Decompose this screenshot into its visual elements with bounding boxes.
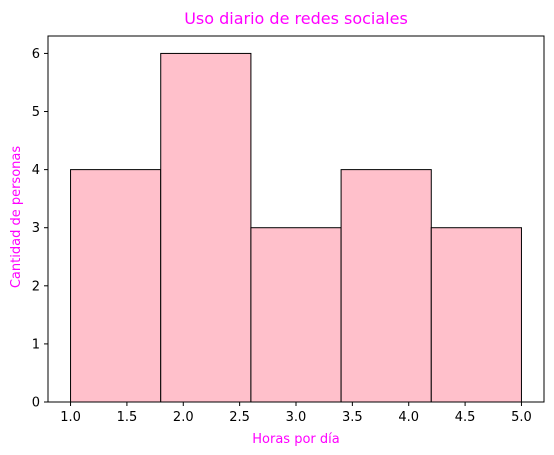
x-tick-label: 1.0: [60, 410, 81, 425]
x-tick-label: 2.0: [173, 410, 194, 425]
x-tick-label: 5.0: [511, 410, 532, 425]
histogram-bar-3: [250, 227, 342, 403]
x-axis: 1.0 1.5 2.0 2.5 3.0 3.5 4.0 4.5 5.0: [60, 402, 532, 425]
y-tick-label: 1: [32, 337, 40, 352]
bars-group: [70, 52, 522, 403]
x-tick-label: 3.5: [342, 410, 363, 425]
y-tick-label: 3: [32, 221, 40, 236]
x-axis-label: Horas por día: [252, 432, 339, 447]
y-tick-label: 2: [32, 279, 40, 294]
y-tick-label: 5: [32, 105, 40, 120]
y-axis: 0 1 2 3 4 5 6: [32, 47, 48, 411]
histogram-bar-5: [430, 227, 522, 403]
x-tick-label: 1.5: [117, 410, 138, 425]
x-tick-label: 4.5: [455, 410, 476, 425]
y-axis-label: Cantidad de personas: [9, 146, 24, 289]
histogram-bar-4: [340, 169, 432, 403]
y-tick-label: 0: [32, 396, 40, 411]
x-tick-label: 3.0: [286, 410, 307, 425]
x-tick-label: 4.0: [398, 410, 419, 425]
histogram-bar-2: [160, 52, 252, 403]
chart-title: Uso diario de redes sociales: [184, 9, 408, 28]
y-tick-label: 6: [32, 47, 40, 62]
x-tick-label: 2.5: [229, 410, 250, 425]
y-tick-label: 4: [32, 163, 40, 178]
histogram-bar-1: [70, 169, 162, 403]
